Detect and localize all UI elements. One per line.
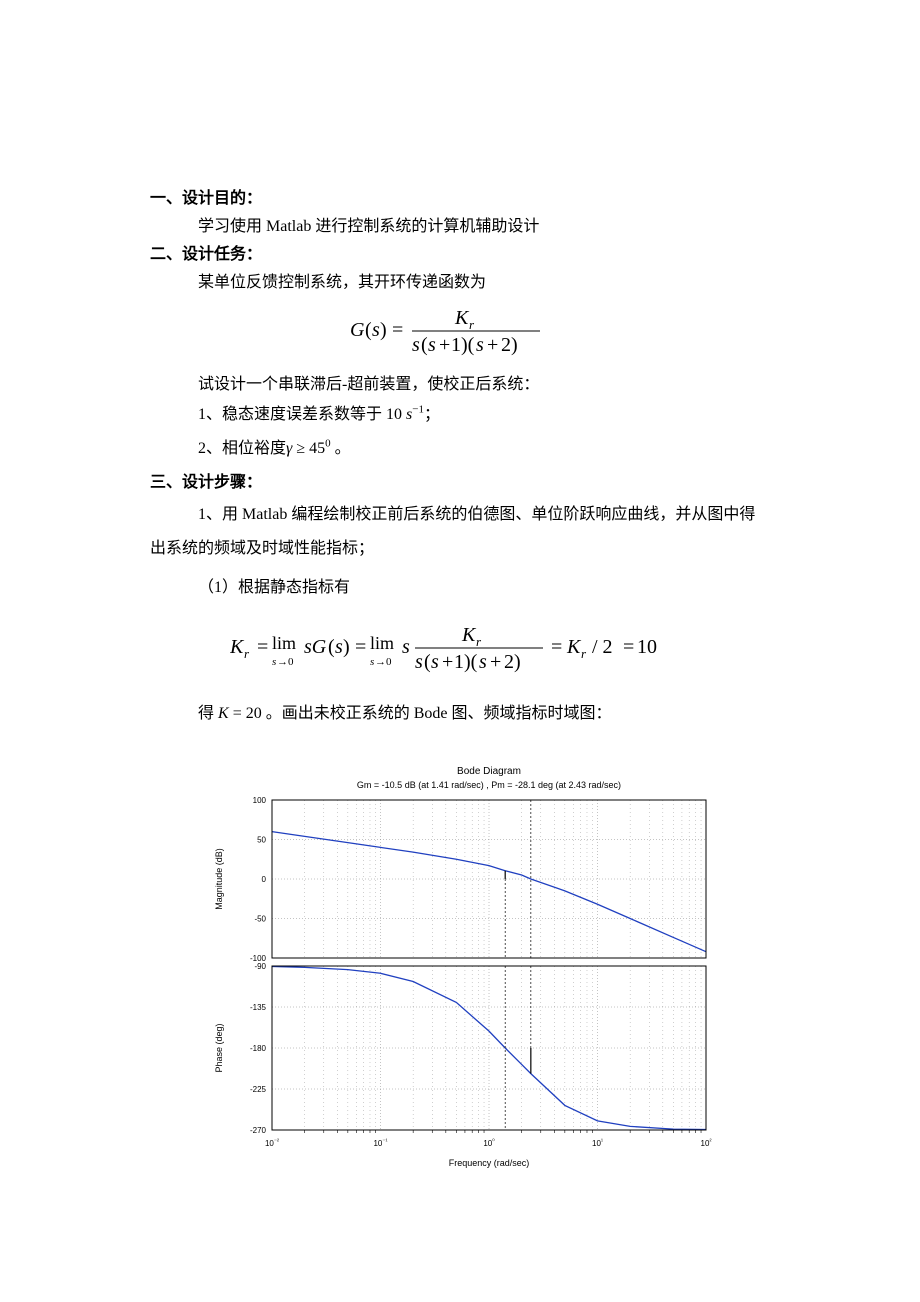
svg-text:K: K bbox=[454, 307, 470, 329]
svg-text:→0: →0 bbox=[277, 656, 294, 668]
item2-text-b: 。 bbox=[335, 440, 351, 457]
svg-text:s: s bbox=[428, 334, 436, 356]
unit-s-inv: s bbox=[402, 406, 412, 423]
svg-text:lim: lim bbox=[370, 633, 394, 653]
section-3-heading: 三、设计步骤： bbox=[150, 468, 770, 492]
svg-text:=: = bbox=[551, 636, 562, 658]
svg-text:s: s bbox=[402, 636, 410, 658]
svg-text:K: K bbox=[566, 636, 582, 658]
svg-text:r: r bbox=[581, 646, 587, 661]
svg-text:(: ( bbox=[424, 651, 431, 673]
svg-text:10⁻¹: 10⁻¹ bbox=[373, 1139, 387, 1148]
svg-text:s: s bbox=[412, 334, 420, 356]
svg-text:1)(: 1)( bbox=[454, 651, 478, 673]
svg-text:2): 2) bbox=[504, 651, 521, 673]
svg-text:-270: -270 bbox=[250, 1126, 267, 1135]
section-2-heading: 二、设计任务： bbox=[150, 240, 770, 264]
svg-text:=: = bbox=[623, 636, 634, 658]
section-3-p1: 1、用 Matlab 编程绘制校正前后系统的伯德图、单位阶跃响应曲线，并从图中得… bbox=[150, 498, 770, 565]
svg-text:G: G bbox=[350, 319, 365, 341]
formula-gs: G ( s ) = K r s ( s + 1)( s + 2) bbox=[150, 304, 770, 358]
svg-text:+: + bbox=[487, 334, 498, 356]
svg-text:=: = bbox=[355, 636, 366, 658]
item1-text-a: 1、稳态速度误差系数等于 10 bbox=[198, 406, 402, 423]
section-2-item1: 1、稳态速度误差系数等于 10 s−1； bbox=[198, 400, 770, 424]
svg-text:10¹: 10¹ bbox=[592, 1139, 603, 1148]
svg-text:10⁰: 10⁰ bbox=[483, 1138, 495, 1148]
section-1-body: 学习使用 Matlab 进行控制系统的计算机辅助设计 bbox=[198, 212, 770, 236]
svg-text:+: + bbox=[439, 334, 450, 356]
svg-text:K: K bbox=[461, 624, 477, 646]
svg-text:r: r bbox=[476, 634, 482, 649]
svg-text:+: + bbox=[442, 651, 453, 673]
svg-text:lim: lim bbox=[272, 633, 296, 653]
svg-text:(: ( bbox=[365, 319, 372, 341]
svg-text:1)(: 1)( bbox=[451, 334, 475, 356]
svg-text:100: 100 bbox=[253, 796, 267, 805]
svg-text:s: s bbox=[372, 319, 380, 341]
section-3-p3: 得 K = 20 。画出未校正系统的 Bode 图、频域指标时域图： bbox=[150, 697, 770, 731]
svg-text:10: 10 bbox=[637, 636, 657, 658]
section-2-item2: 2、相位裕度γ ≥ 450 。 bbox=[198, 434, 770, 458]
section-3-p2: （1）根据静态指标有 bbox=[150, 571, 770, 605]
bode-diagram: Bode Diagram Gm = -10.5 dB (at 1.41 rad/s… bbox=[200, 760, 720, 1185]
svg-text:→0: →0 bbox=[375, 656, 392, 668]
svg-text:0: 0 bbox=[262, 875, 267, 884]
svg-text:Frequency (rad/sec): Frequency (rad/sec) bbox=[449, 1158, 530, 1168]
svg-text:s: s bbox=[415, 651, 423, 673]
K-sym: K bbox=[214, 705, 229, 722]
svg-text:+: + bbox=[490, 651, 501, 673]
item1-text-b: ； bbox=[424, 406, 440, 423]
svg-text:-90: -90 bbox=[254, 962, 266, 971]
svg-text:-180: -180 bbox=[250, 1044, 267, 1053]
formula-kv: K r = lim s →0 sG ( s ) = lim s →0 s K r… bbox=[150, 623, 770, 679]
svg-text:50: 50 bbox=[257, 836, 266, 845]
svg-text:-135: -135 bbox=[250, 1003, 267, 1012]
svg-text:s: s bbox=[431, 651, 439, 673]
eq-20: = 20 bbox=[229, 705, 266, 722]
svg-text:Phase (deg): Phase (deg) bbox=[214, 1024, 224, 1073]
svg-text:): ) bbox=[343, 636, 350, 658]
svg-text:s: s bbox=[479, 651, 487, 673]
svg-text:K: K bbox=[230, 636, 245, 658]
svg-text:s: s bbox=[272, 656, 276, 668]
svg-text:(: ( bbox=[328, 636, 335, 658]
svg-text:s: s bbox=[476, 334, 484, 356]
svg-text:=: = bbox=[257, 636, 268, 658]
svg-text:Magnitude (dB): Magnitude (dB) bbox=[214, 849, 224, 911]
item2-text-a: 2、相位裕度 bbox=[198, 440, 286, 457]
svg-text:(: ( bbox=[421, 334, 428, 356]
svg-text:s: s bbox=[335, 636, 343, 658]
svg-text:Gm = -10.5 dB (at 1.41 rad/sec: Gm = -10.5 dB (at 1.41 rad/sec) , Pm = -… bbox=[357, 780, 621, 790]
svg-text:=: = bbox=[392, 319, 403, 341]
svg-text:-225: -225 bbox=[250, 1085, 267, 1094]
p3-a: 得 bbox=[198, 705, 214, 722]
sup-0: 0 bbox=[325, 438, 331, 450]
svg-text:s: s bbox=[370, 656, 374, 668]
sup-neg1: −1 bbox=[412, 404, 424, 416]
svg-text:r: r bbox=[469, 317, 475, 332]
p3-b: 。画出未校正系统的 Bode 图、频域指标时域图： bbox=[266, 705, 612, 722]
svg-text:/ 2: / 2 bbox=[592, 636, 613, 658]
svg-text:2): 2) bbox=[501, 334, 518, 356]
svg-text:): ) bbox=[380, 319, 387, 341]
geq-45: ≥ 45 bbox=[292, 440, 325, 457]
section-2-body2: 试设计一个串联滞后-超前装置，使校正后系统： bbox=[198, 370, 770, 394]
svg-text:10⁻²: 10⁻² bbox=[265, 1139, 279, 1148]
svg-text:r: r bbox=[244, 646, 250, 661]
svg-text:10²: 10² bbox=[701, 1139, 712, 1148]
svg-text:Bode Diagram: Bode Diagram bbox=[457, 766, 521, 777]
section-2-body1: 某单位反馈控制系统，其开环传递函数为 bbox=[198, 268, 770, 292]
section-1-heading: 一、设计目的： bbox=[150, 184, 770, 208]
svg-text:-50: -50 bbox=[254, 915, 266, 924]
svg-text:sG: sG bbox=[304, 636, 327, 658]
